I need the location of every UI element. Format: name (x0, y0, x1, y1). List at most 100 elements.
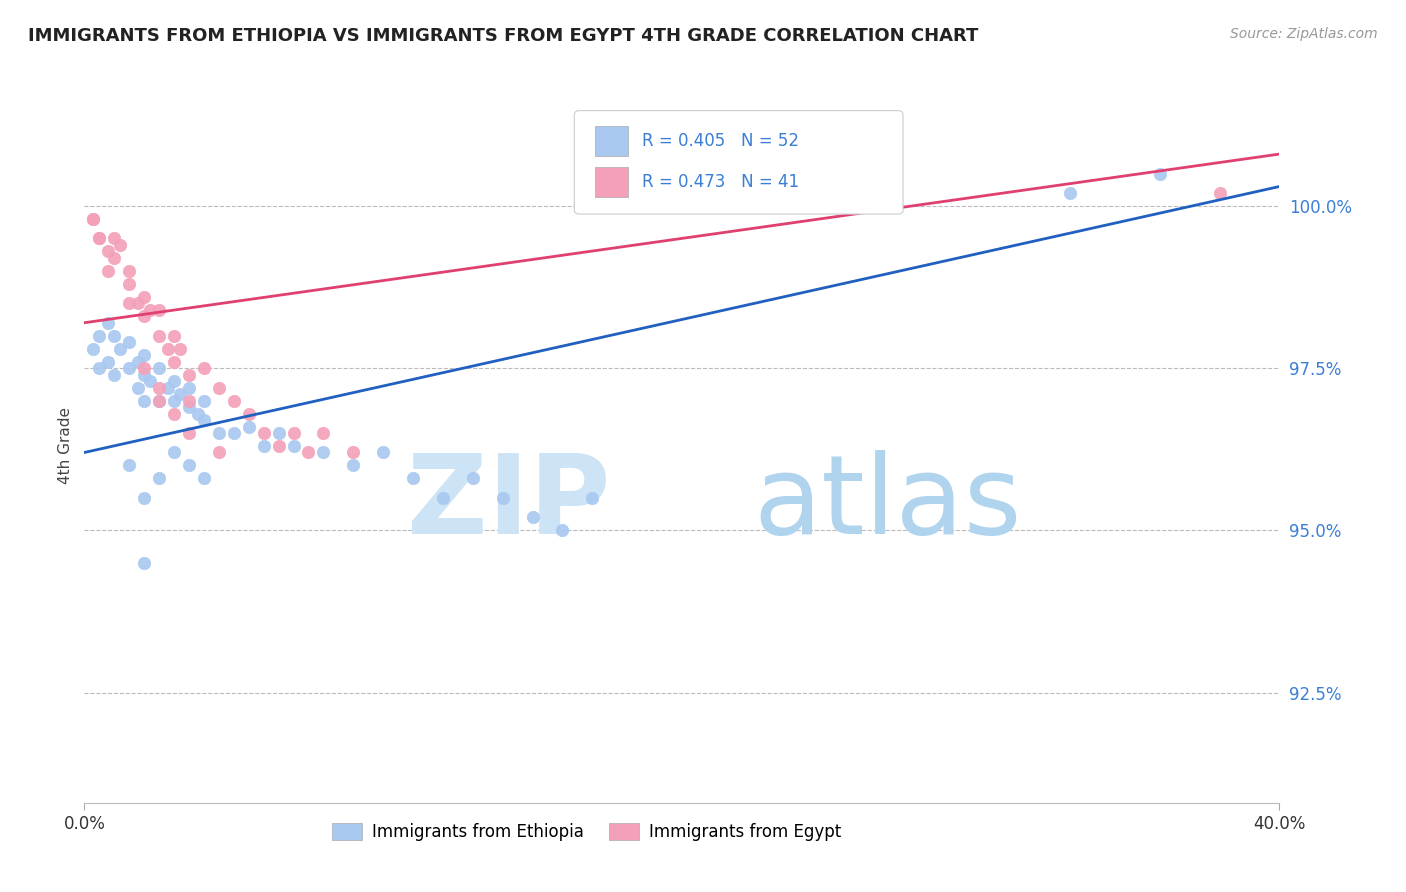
Point (148, 361, 170, 376)
Point (118, 277, 141, 291)
Point (132, 393, 156, 408)
Point (312, 425, 335, 440)
Point (238, 419, 260, 434)
Point (132, 491, 156, 505)
Y-axis label: 4th Grade: 4th Grade (58, 408, 73, 484)
Point (103, 251, 125, 265)
Point (581, 491, 603, 505)
Point (342, 458, 364, 473)
Point (267, 425, 290, 440)
Point (148, 328, 170, 343)
Point (432, 491, 454, 505)
Point (177, 368, 200, 382)
Point (169, 342, 191, 356)
FancyBboxPatch shape (595, 127, 628, 156)
Point (118, 458, 141, 473)
Point (103, 328, 125, 343)
Point (222, 425, 245, 440)
Point (82, 211, 104, 226)
Point (127, 296, 149, 310)
Point (177, 400, 200, 414)
Point (132, 310, 156, 324)
Point (132, 290, 156, 304)
Point (139, 302, 162, 317)
Text: ZIP: ZIP (406, 450, 610, 557)
Point (127, 381, 149, 395)
Point (193, 471, 215, 485)
Point (222, 393, 245, 408)
Point (103, 231, 125, 245)
FancyBboxPatch shape (595, 167, 628, 197)
Legend: Immigrants from Ethiopia, Immigrants from Egypt: Immigrants from Ethiopia, Immigrants fro… (325, 816, 848, 848)
Point (238, 407, 260, 421)
Point (193, 393, 215, 408)
Text: IMMIGRANTS FROM ETHIOPIA VS IMMIGRANTS FROM EGYPT 4TH GRADE CORRELATION CHART: IMMIGRANTS FROM ETHIOPIA VS IMMIGRANTS F… (28, 27, 979, 45)
Text: Source: ZipAtlas.com: Source: ZipAtlas.com (1230, 27, 1378, 41)
Point (267, 439, 290, 453)
Point (118, 296, 141, 310)
Point (163, 354, 186, 368)
Point (139, 374, 162, 388)
Point (148, 381, 170, 395)
Point (373, 445, 395, 459)
Point (110, 238, 132, 252)
Point (89, 361, 111, 376)
Text: R = 0.473   N = 41: R = 0.473 N = 41 (643, 173, 800, 191)
Point (163, 445, 186, 459)
Point (283, 425, 305, 440)
Point (208, 445, 231, 459)
Point (163, 393, 186, 408)
Point (169, 387, 191, 401)
Point (1059, 186, 1081, 200)
Text: R = 0.405   N = 52: R = 0.405 N = 52 (643, 132, 800, 150)
Point (461, 471, 484, 485)
Point (148, 393, 170, 408)
Point (177, 381, 200, 395)
Point (1209, 186, 1232, 200)
Point (82, 342, 104, 356)
Point (492, 491, 515, 505)
Point (187, 407, 209, 421)
Point (177, 425, 200, 440)
Point (97, 316, 120, 330)
Point (82, 211, 104, 226)
Point (148, 302, 170, 317)
Point (193, 413, 215, 427)
Point (97, 264, 120, 278)
Point (522, 510, 544, 524)
Point (177, 393, 200, 408)
Point (118, 361, 141, 376)
Point (148, 471, 170, 485)
Point (283, 439, 305, 453)
Point (157, 381, 180, 395)
Point (132, 556, 156, 570)
Point (551, 524, 574, 538)
Point (297, 445, 319, 459)
Point (1149, 167, 1171, 181)
Point (253, 439, 276, 453)
Point (208, 425, 231, 440)
Point (193, 361, 215, 376)
Point (132, 348, 156, 362)
Point (208, 381, 231, 395)
FancyBboxPatch shape (575, 111, 903, 214)
Point (132, 368, 156, 382)
Point (253, 425, 276, 440)
Point (132, 361, 156, 376)
Point (163, 407, 186, 421)
Point (127, 354, 149, 368)
Point (163, 374, 186, 388)
Point (148, 393, 170, 408)
Point (402, 471, 425, 485)
Point (118, 264, 141, 278)
Point (89, 231, 111, 245)
Text: atlas: atlas (754, 450, 1022, 557)
Point (342, 445, 364, 459)
Point (312, 445, 335, 459)
Point (118, 335, 141, 350)
Point (97, 354, 120, 368)
Point (110, 342, 132, 356)
Point (97, 244, 120, 259)
Point (89, 328, 111, 343)
Point (177, 458, 200, 473)
